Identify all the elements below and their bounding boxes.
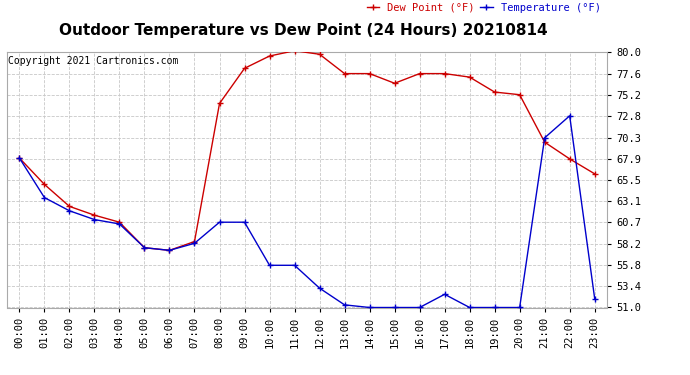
Text: Copyright 2021 Cartronics.com: Copyright 2021 Cartronics.com (8, 56, 179, 66)
Legend: Dew Point (°F), Temperature (°F): Dew Point (°F), Temperature (°F) (362, 0, 605, 17)
Text: Outdoor Temperature vs Dew Point (24 Hours) 20210814: Outdoor Temperature vs Dew Point (24 Hou… (59, 22, 548, 38)
